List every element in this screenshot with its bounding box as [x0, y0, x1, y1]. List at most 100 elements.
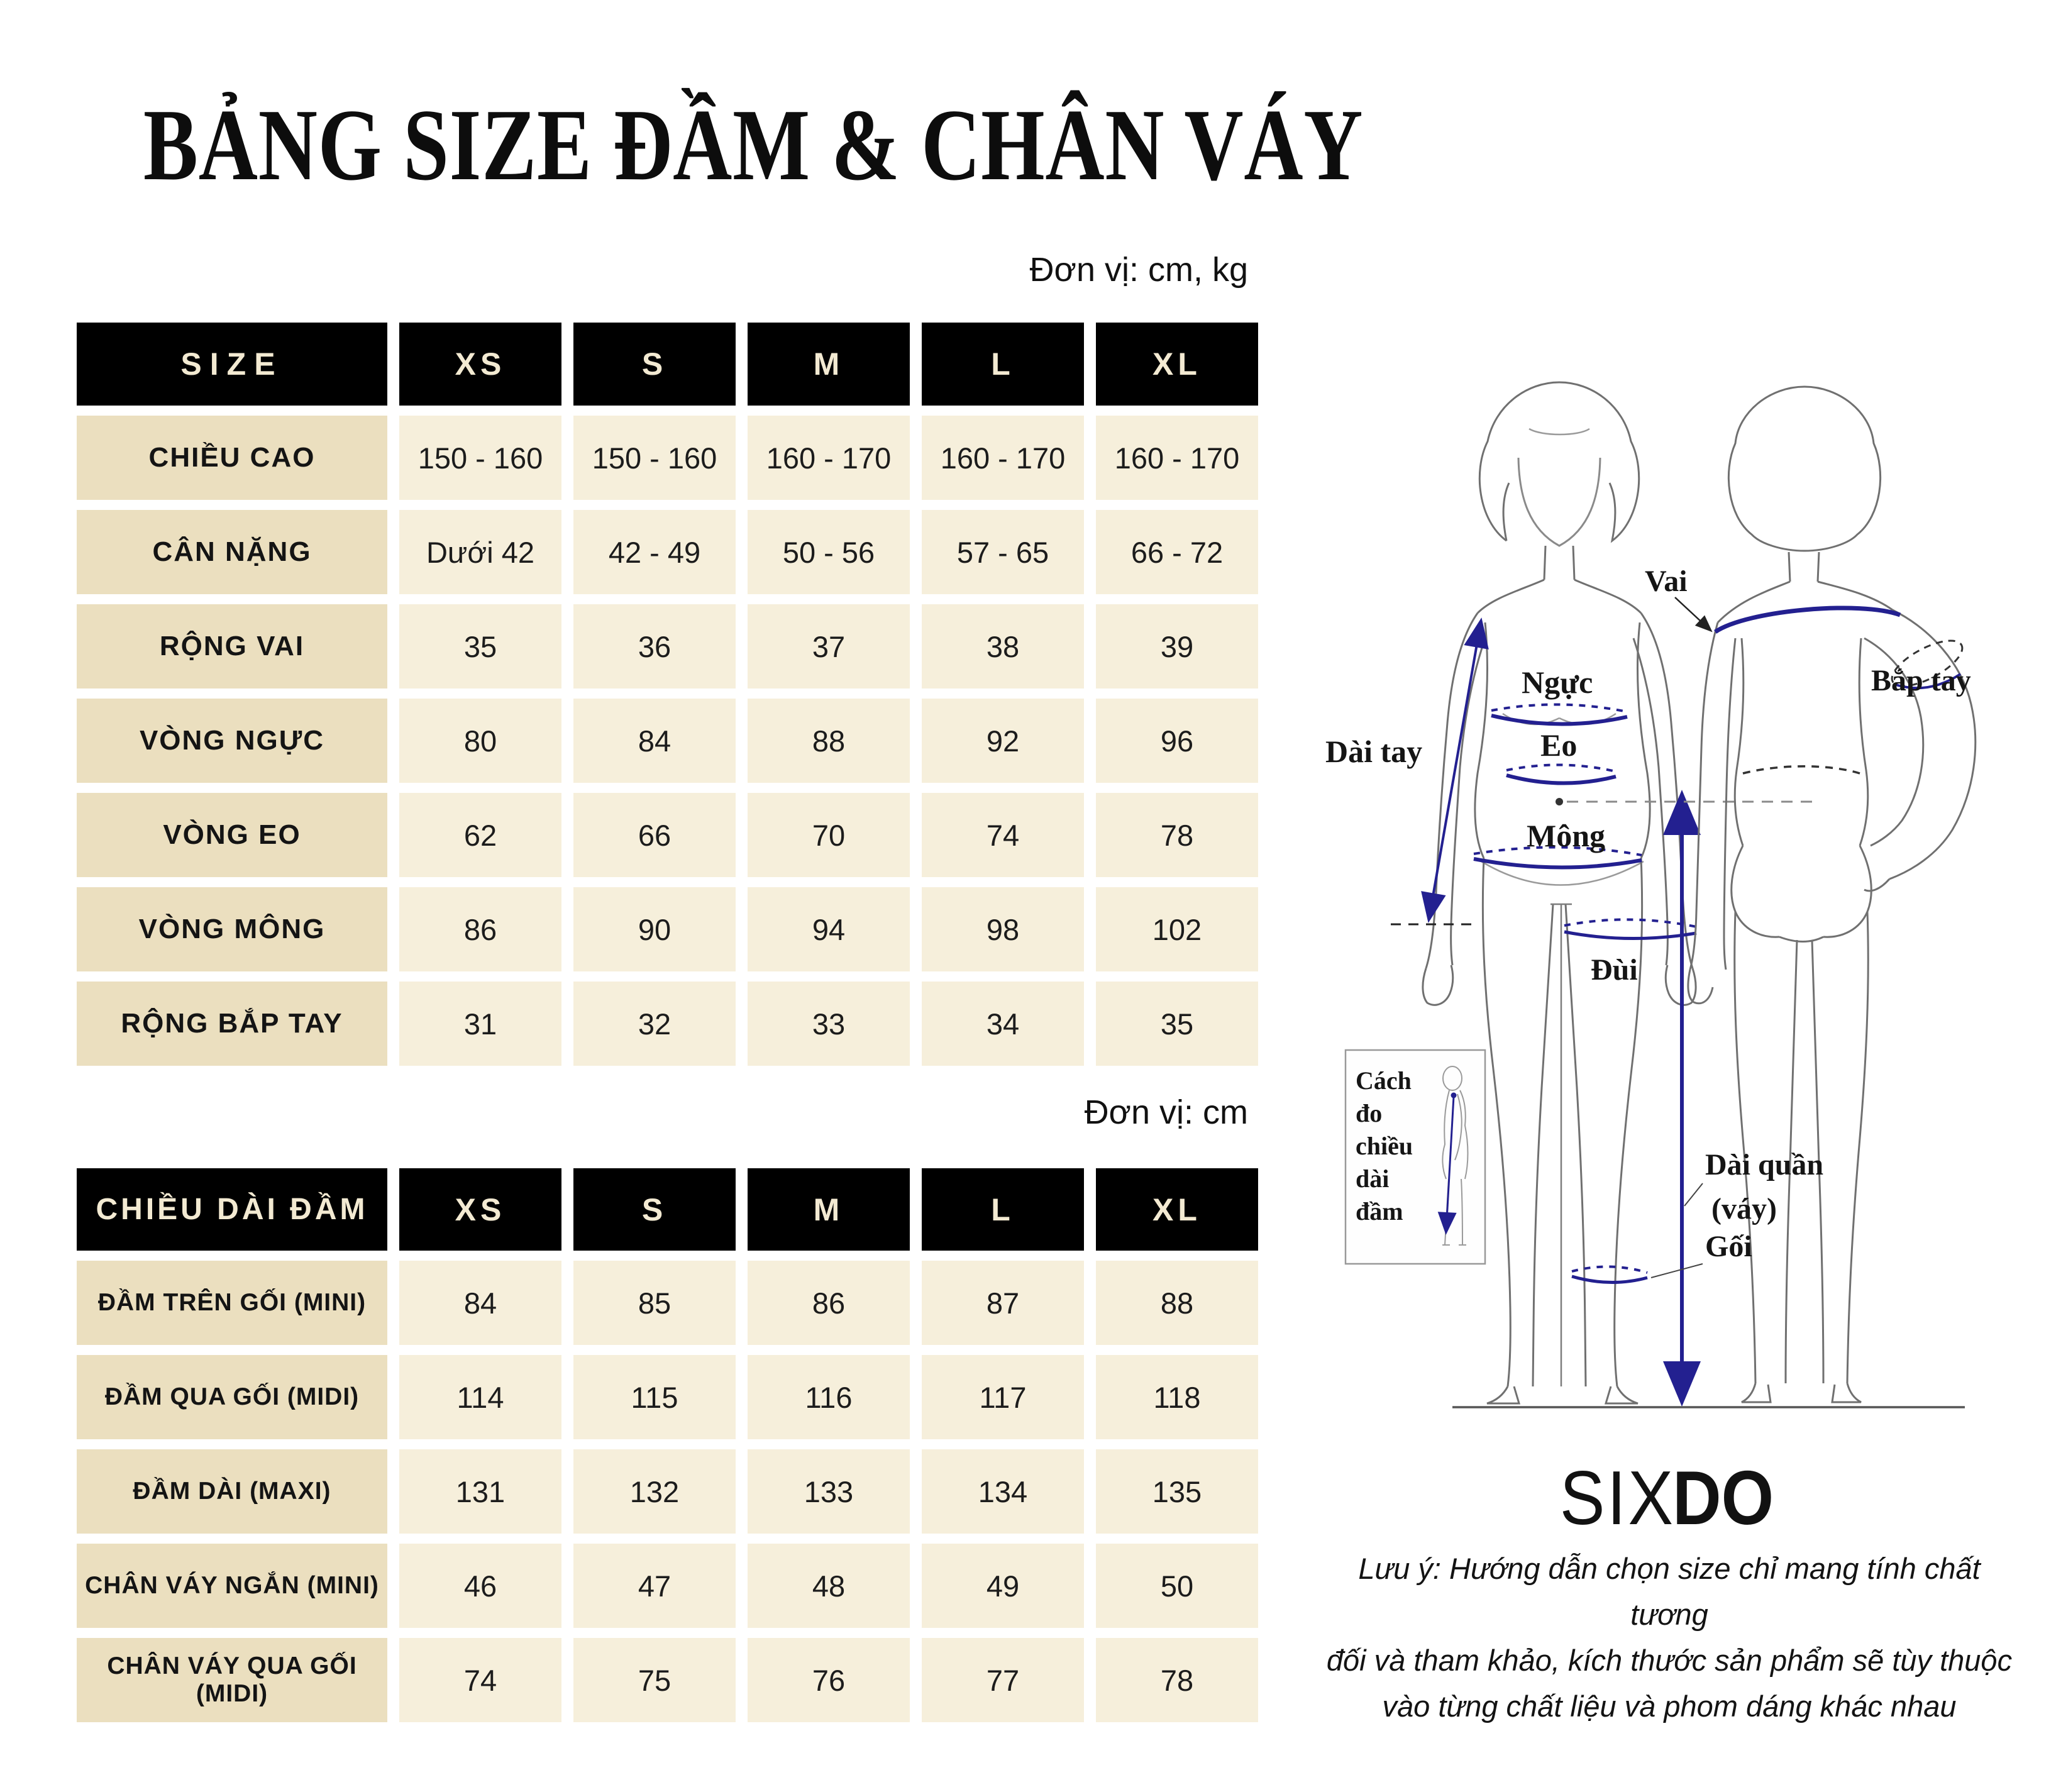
- value-cell: 118: [1096, 1355, 1258, 1439]
- row-label-maxi-dress: ĐẦM DÀI (MAXI): [77, 1449, 387, 1534]
- value-cell: 39: [1096, 604, 1258, 689]
- box-label-line3: chiều: [1356, 1132, 1413, 1160]
- unit-label-table2: Đơn vị: cm: [1084, 1093, 1248, 1131]
- value-cell: 50: [1096, 1544, 1258, 1628]
- value-cell: 78: [1096, 793, 1258, 877]
- value-cell: 36: [573, 604, 736, 689]
- label-bust: Ngực: [1522, 665, 1593, 700]
- box-label-line5: đầm: [1356, 1197, 1403, 1225]
- value-cell: 74: [922, 793, 1084, 877]
- value-cell: 76: [748, 1638, 910, 1722]
- value-cell: 160 - 170: [748, 416, 910, 500]
- value-cell: 86: [399, 887, 561, 971]
- sixdo-logo-do: DO: [1672, 1455, 1774, 1540]
- value-cell: 102: [1096, 887, 1258, 971]
- row-label-weight: CÂN NẶNG: [77, 510, 387, 594]
- value-cell: 34: [922, 982, 1084, 1066]
- t1-header-xs: XS: [399, 323, 561, 406]
- value-cell: 47: [573, 1544, 736, 1628]
- body-measurements-table: SIZE XS S M L XL CHIỀU CAO 150 - 160 150…: [77, 323, 1258, 1066]
- t2-header-s: S: [573, 1168, 736, 1251]
- value-cell: 86: [748, 1261, 910, 1345]
- value-cell: 92: [922, 699, 1084, 783]
- row-label-upper-arm: RỘNG BẮP TAY: [77, 982, 387, 1066]
- value-cell: 66 - 72: [1096, 510, 1258, 594]
- back-waist-dash: [1742, 765, 1860, 775]
- back-figure: [1687, 385, 1977, 1403]
- label-thigh: Đùi: [1591, 953, 1638, 987]
- value-cell: 62: [399, 793, 561, 877]
- value-cell: 66: [573, 793, 736, 877]
- page-title: BẢNG SIZE ĐẦM & CHÂN VÁY: [143, 89, 1364, 202]
- value-cell: 32: [573, 982, 736, 1066]
- t2-header-m: M: [748, 1168, 910, 1251]
- t1-header-xl: XL: [1096, 323, 1258, 406]
- value-cell: 116: [748, 1355, 910, 1439]
- row-label-midi-skirt: CHÂN VÁY QUA GỐI (MIDI): [77, 1638, 387, 1722]
- value-cell: 94: [748, 887, 910, 971]
- measurement-diagram: Cách đo chiều dài đầm Dài tay Ngực Eo Mô…: [1325, 381, 1977, 1408]
- note-line-3: vào từng chất liệu và phom dáng khác nha…: [1382, 1690, 1957, 1723]
- row-label-mini-dress: ĐẦM TRÊN GỐI (MINI): [77, 1261, 387, 1345]
- value-cell: 88: [1096, 1261, 1258, 1345]
- value-cell: 84: [573, 699, 736, 783]
- value-cell: 57 - 65: [922, 510, 1084, 594]
- value-cell: 75: [573, 1638, 736, 1722]
- value-cell: 84: [399, 1261, 561, 1345]
- back-shoulder-line: [1714, 606, 1901, 634]
- front-measure-lines: [1421, 617, 1701, 1407]
- shoulder-pointer-arrow: [1674, 597, 1713, 633]
- t1-header-s: S: [573, 323, 736, 406]
- t1-header-m: M: [748, 323, 910, 406]
- size-note: Lưu ý: Hướng dẫn chọn size chỉ mang tính…: [1320, 1546, 2018, 1729]
- value-cell: 150 - 160: [399, 416, 561, 500]
- value-cell: 85: [573, 1261, 736, 1345]
- t1-header-size: SIZE: [77, 323, 387, 406]
- label-shoulder: Vai: [1645, 565, 1688, 598]
- upper-arm-blue-arc: [1893, 673, 1962, 690]
- t2-header-xs: XS: [399, 1168, 561, 1251]
- value-cell: 50 - 56: [748, 510, 910, 594]
- label-arm-length: Dài tay: [1325, 734, 1422, 769]
- value-cell: 160 - 170: [922, 416, 1084, 500]
- value-cell: 160 - 170: [1096, 416, 1258, 500]
- label-garment-length-2: (váy): [1711, 1192, 1777, 1225]
- value-cell: 114: [399, 1355, 561, 1439]
- value-cell: 96: [1096, 699, 1258, 783]
- row-label-mini-skirt: CHÂN VÁY NGẮN (MINI): [77, 1544, 387, 1628]
- value-cell: 78: [1096, 1638, 1258, 1722]
- row-label-bust: VÒNG NGỰC: [77, 699, 387, 783]
- value-cell: 49: [922, 1544, 1084, 1628]
- value-cell: 117: [922, 1355, 1084, 1439]
- value-cell: 90: [573, 887, 736, 971]
- value-cell: 77: [922, 1638, 1084, 1722]
- t2-header-dress-length: CHIỀU DÀI ĐẦM: [77, 1168, 387, 1251]
- label-knee: Gối: [1705, 1230, 1752, 1263]
- value-cell: 132: [573, 1449, 736, 1534]
- value-cell: 33: [748, 982, 910, 1066]
- value-cell: 74: [399, 1638, 561, 1722]
- waist-reference-dot: [1556, 798, 1563, 805]
- value-cell: 80: [399, 699, 561, 783]
- label-garment-length-1: Dài quần: [1705, 1148, 1823, 1181]
- how-to-measure-box: Cách đo chiều dài đầm: [1344, 1049, 1486, 1265]
- value-cell: 133: [748, 1449, 910, 1534]
- label-waist: Eo: [1540, 727, 1577, 763]
- value-cell: 134: [922, 1449, 1084, 1534]
- value-cell: 42 - 49: [573, 510, 736, 594]
- row-label-shoulder: RỘNG VAI: [77, 604, 387, 689]
- knee-pointer-line: [1650, 1263, 1703, 1278]
- garment-length-pointer-line: [1684, 1183, 1703, 1207]
- row-label-midi-dress: ĐẦM QUA GỐI (MIDI): [77, 1355, 387, 1439]
- value-cell: 135: [1096, 1449, 1258, 1534]
- value-cell: 31: [399, 982, 561, 1066]
- upper-arm-ellipse: [1891, 639, 1964, 687]
- value-cell: 87: [922, 1261, 1084, 1345]
- t2-header-l: L: [922, 1168, 1084, 1251]
- label-hip: Mông: [1527, 818, 1605, 853]
- row-label-waist: VÒNG EO: [77, 793, 387, 877]
- row-label-hip: VÒNG MÔNG: [77, 887, 387, 971]
- value-cell: 150 - 160: [573, 416, 736, 500]
- value-cell: 38: [922, 604, 1084, 689]
